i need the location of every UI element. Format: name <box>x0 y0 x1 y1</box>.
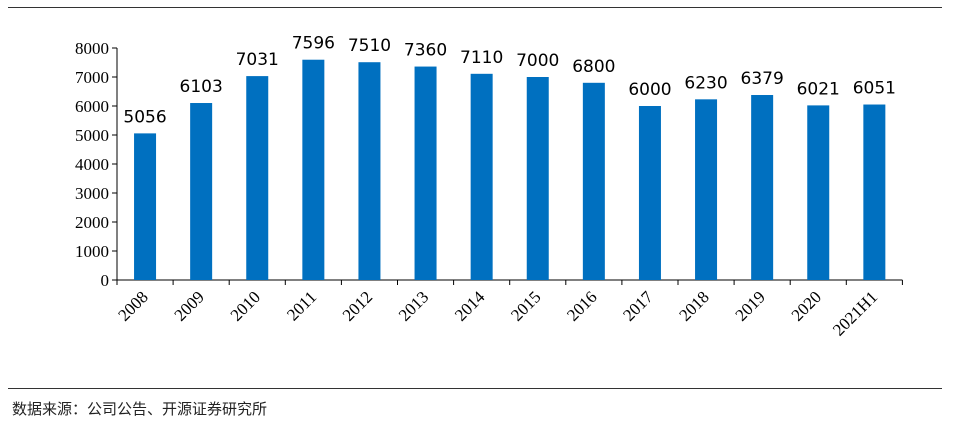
x-tick-label: 2009 <box>171 287 208 324</box>
bar <box>751 95 774 280</box>
bar <box>695 99 718 280</box>
bar <box>807 105 830 281</box>
data-label: 7110 <box>460 48 503 68</box>
bar <box>638 106 661 280</box>
bar <box>526 77 549 280</box>
bar <box>358 62 381 281</box>
data-label: 6021 <box>797 79 840 99</box>
data-label: 6230 <box>684 73 727 93</box>
x-tick-label: 2016 <box>563 287 600 324</box>
x-tick-label: 2012 <box>339 287 376 324</box>
y-tick-label: 1000 <box>75 242 109 261</box>
bar-chart: 0 1000 2000 3000 4000 5000 6000 7000 8000 2008 200… <box>75 34 903 340</box>
data-label: 6051 <box>853 79 896 99</box>
x-tick-label: 2017 <box>619 287 657 325</box>
y-tick-label: 5000 <box>75 126 109 145</box>
x-tick-label: 2019 <box>732 287 769 324</box>
source-note: 数据来源：公司公告、开源证券研究所 <box>12 400 268 418</box>
y-tick-label: 3000 <box>75 184 109 203</box>
x-tick-label: 2021H1 <box>829 287 881 339</box>
x-tick-label: 2008 <box>114 287 151 324</box>
data-label: 7360 <box>404 41 447 61</box>
y-tick-label: 7000 <box>75 68 109 87</box>
bar <box>582 82 605 280</box>
bar <box>414 66 437 280</box>
x-tick-label: 2010 <box>227 287 264 324</box>
data-label: 7000 <box>516 51 559 71</box>
x-tick-label: 2015 <box>507 287 544 324</box>
top-rule <box>8 7 942 8</box>
y-tick-label: 8000 <box>75 39 109 58</box>
y-tick-label: 2000 <box>75 213 109 232</box>
data-label: 5056 <box>123 107 166 127</box>
chart-data-labels: 5056 6103 7031 7596 7510 7360 7110 7000 6800 6000… <box>123 34 896 128</box>
bar <box>863 104 886 280</box>
bar <box>302 59 325 280</box>
bar <box>134 133 157 280</box>
data-label: 7596 <box>292 34 335 54</box>
y-tick-label: 0 <box>101 271 110 290</box>
x-tick-label: 2014 <box>451 287 489 325</box>
data-label: 6103 <box>180 77 223 97</box>
bottom-rule <box>8 388 942 389</box>
bar <box>470 73 493 280</box>
x-tick-label: 2018 <box>675 287 712 324</box>
x-tick-label: 2011 <box>283 287 320 324</box>
data-label: 7510 <box>348 36 391 56</box>
y-tick-label: 4000 <box>75 155 109 174</box>
x-tick-label: 2020 <box>788 287 825 324</box>
data-label: 6379 <box>741 69 784 89</box>
y-tick-label: 6000 <box>75 97 109 116</box>
bar <box>190 103 213 280</box>
data-label: 6000 <box>628 80 671 100</box>
x-tick-label: 2013 <box>395 287 432 324</box>
chart-bars <box>134 59 886 281</box>
data-label: 7031 <box>236 50 279 70</box>
bar <box>246 76 269 280</box>
data-label: 6800 <box>572 57 615 77</box>
